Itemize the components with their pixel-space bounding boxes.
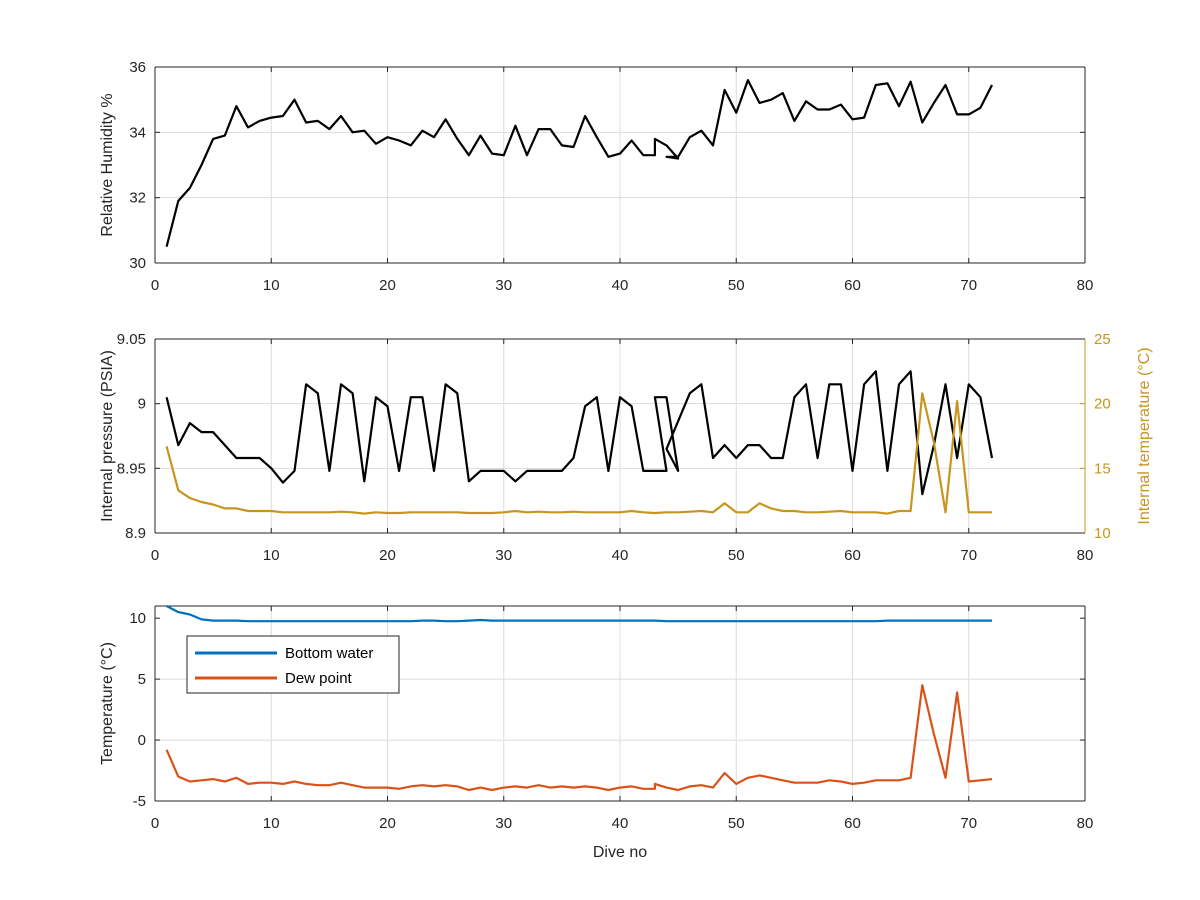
humidity-y-tick-label: 34 xyxy=(129,124,146,141)
temperature-y-axis-label: Temperature (°C) xyxy=(99,642,116,765)
pressure-x-tick-label: 10 xyxy=(263,547,280,564)
pressure-internal-temperature-line xyxy=(165,392,992,515)
legend: Bottom water Dew point xyxy=(186,635,400,694)
temperature-x-tick-label: 10 xyxy=(263,815,280,832)
temperature-y-tick-label: 5 xyxy=(138,671,146,688)
humidity-x-tick-label: 40 xyxy=(612,277,629,294)
pressure-y-axis-label: Internal pressure (PSIA) xyxy=(99,350,116,522)
pressure-y2-tick-label: 10 xyxy=(1094,525,1111,542)
temperature-y-tick-label: -5 xyxy=(133,793,146,810)
pressure-y-tick-label: 8.9 xyxy=(125,525,146,542)
humidity-x-tick-label: 10 xyxy=(263,277,280,294)
pressure-x-tick-label: 80 xyxy=(1077,547,1094,564)
pressure-y2-tick-label: 25 xyxy=(1094,331,1111,348)
pressure-x-tick-label: 70 xyxy=(960,547,977,564)
legend-label: Dew point xyxy=(285,670,353,687)
pressure-y-tick-label: 9 xyxy=(138,396,146,413)
humidity-x-tick-label: 50 xyxy=(728,277,745,294)
pressure-x-tick-label: 50 xyxy=(728,547,745,564)
pressure-y2-axis-label: Internal temperature (°C) xyxy=(1136,347,1153,524)
temperature-x-tick-label: 40 xyxy=(612,815,629,832)
temperature-x-tick-label: 20 xyxy=(379,815,396,832)
pressure-y2-tick-label: 15 xyxy=(1094,460,1111,477)
humidity-series-0-line xyxy=(165,78,993,247)
humidity-panel: 0 10 20 30 40 50 60 70 80 30 32 34 36 Relative Humidi… xyxy=(0,0,1094,294)
humidity-y-tick-label: 30 xyxy=(129,255,146,272)
pressure-x-tick-label: 30 xyxy=(495,547,512,564)
pressure-x-tick-label: 60 xyxy=(844,547,861,564)
humidity-x-tick-label: 60 xyxy=(844,277,861,294)
temperature-x-tick-label: 0 xyxy=(151,815,159,832)
pressure-y-tick-label: 8.95 xyxy=(117,460,146,477)
temperature-x-axis-label: Dive no xyxy=(593,844,647,861)
pressure-x-tick-label: 20 xyxy=(379,547,396,564)
temperature-x-tick-label: 80 xyxy=(1077,815,1094,832)
humidity-x-tick-label: 30 xyxy=(495,277,512,294)
pressure-temperature-panel: 0 10 20 30 40 50 60 70 80 8.9 8.95 9 9.05 10 15 20 25 Int… xyxy=(99,331,1153,564)
humidity-x-tick-label: 0 xyxy=(151,277,159,294)
temperature-dew-point-line xyxy=(165,684,993,792)
pressure-x-tick-label: 0 xyxy=(151,547,159,564)
temperature-panel: 0 10 20 30 40 50 60 70 80 -5 0 5 10 Temperature (°C) D… xyxy=(99,605,1094,861)
pressure-x-tick-label: 40 xyxy=(612,547,629,564)
temperature-bottom-water-line xyxy=(166,605,992,623)
temperature-y-tick-label: 10 xyxy=(129,610,146,627)
pressure-series-0-line xyxy=(165,370,994,496)
temperature-x-tick-label: 60 xyxy=(844,815,861,832)
humidity-x-tick-label: 80 xyxy=(1077,277,1094,294)
humidity-y-tick-label: 32 xyxy=(129,190,146,207)
temperature-x-tick-label: 50 xyxy=(728,815,745,832)
humidity-x-tick-label: 20 xyxy=(379,277,396,294)
humidity-panel-anchor xyxy=(0,0,1,1)
pressure-y2-tick-label: 20 xyxy=(1094,396,1111,413)
humidity-x-tick-label: 70 xyxy=(960,277,977,294)
humidity-y-axis-label: Relative Humidity % xyxy=(99,93,116,236)
pressure-y-tick-label: 9.05 xyxy=(117,331,146,348)
legend-label: Bottom water xyxy=(285,645,373,662)
humidity-y-tick-label: 36 xyxy=(129,59,146,76)
temperature-y-tick-label: 0 xyxy=(138,732,146,749)
temperature-x-tick-label: 70 xyxy=(960,815,977,832)
legend-box xyxy=(186,635,400,694)
temperature-x-tick-label: 30 xyxy=(495,815,512,832)
